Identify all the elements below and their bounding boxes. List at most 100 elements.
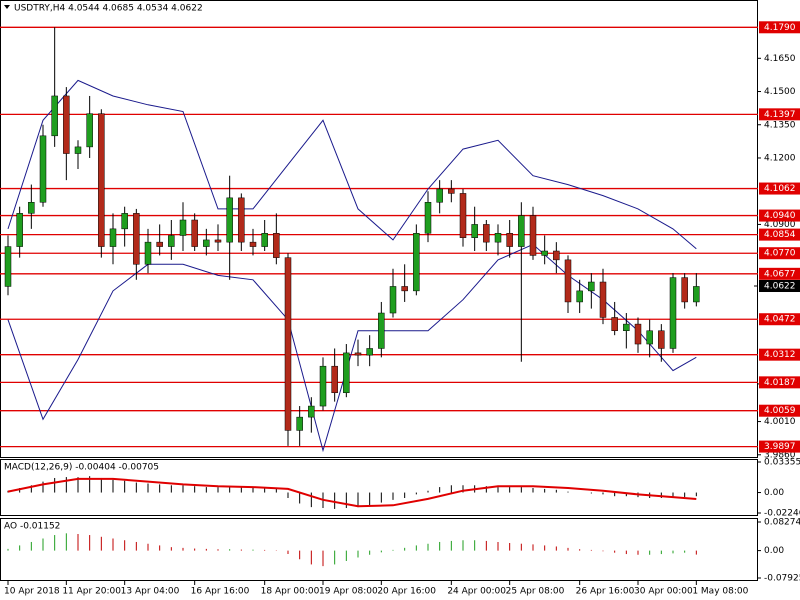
- macd-signal: [7, 477, 697, 508]
- candle-body: [459, 193, 467, 238]
- level-label: 4.0677: [764, 269, 796, 279]
- level-label: 3.9897: [764, 442, 796, 452]
- x-tick-label: 19 Apr 08:00: [319, 587, 378, 597]
- level-tag: [759, 21, 800, 34]
- candle-body: [39, 135, 47, 203]
- level-label: 4.0472: [764, 315, 796, 325]
- candle-body: [203, 239, 210, 247]
- level-tag: [759, 376, 800, 389]
- y-tick-label: -0.07925: [764, 574, 800, 584]
- y-tick-label: 4.1200: [764, 153, 796, 163]
- candle-body: [51, 95, 58, 137]
- level-label: 4.0770: [764, 249, 796, 259]
- y-tick-label: -0.02246: [764, 509, 800, 519]
- candle-body: [238, 197, 245, 243]
- candle-body: [401, 286, 408, 292]
- candle-body: [646, 330, 653, 345]
- price-panel: [0, 0, 758, 458]
- y-tick-label: 4.0900: [764, 220, 796, 230]
- bollinger-upper: [7, 79, 697, 250]
- candle-body: [133, 213, 140, 265]
- macd-title: MACD(12,26,9) -0.00404 -0.00705: [4, 463, 159, 473]
- level-tag: [759, 313, 800, 326]
- level-tag: [759, 209, 800, 222]
- level-label: 4.1397: [764, 110, 796, 120]
- candle-body: [63, 95, 70, 154]
- candle-body: [179, 219, 187, 236]
- y-tick-label: 4.1350: [764, 120, 796, 130]
- level-tag: [759, 228, 800, 241]
- candle-body: [214, 239, 222, 243]
- candle-body: [599, 281, 607, 318]
- candle-body: [378, 312, 385, 349]
- candle-body: [389, 286, 397, 314]
- y-tick-label: 0.00: [764, 488, 784, 498]
- candle-body: [576, 290, 583, 303]
- current-price-label: 4.0622: [764, 282, 796, 292]
- candle-body: [436, 188, 443, 203]
- chart-title: USDTRY,H4 4.0544 4.0685 4.0534 4.0622: [14, 4, 203, 14]
- candle-body: [448, 188, 455, 194]
- candle-body: [658, 330, 665, 349]
- level-tag: [759, 267, 800, 280]
- candle-body: [249, 241, 257, 247]
- candle-body: [693, 286, 700, 303]
- level-tag: [759, 247, 800, 260]
- candle-body: [191, 219, 198, 247]
- level-tag: [759, 440, 800, 453]
- candle-body: [284, 257, 292, 431]
- symbol-menu-icon[interactable]: [4, 5, 10, 9]
- candle-body: [506, 233, 513, 247]
- y-tick-label: 4.1500: [764, 87, 796, 97]
- x-tick-label: 20 Apr 16:00: [377, 587, 436, 597]
- candle-body: [354, 352, 362, 356]
- candle-body: [541, 250, 548, 256]
- level-label: 4.0940: [764, 211, 796, 221]
- level-tag: [759, 108, 800, 121]
- candle-body: [86, 113, 93, 148]
- x-tick-label: 25 Apr 08:00: [506, 587, 565, 597]
- candle-body: [564, 259, 572, 303]
- x-tick-label: 18 Apr 00:00: [261, 587, 320, 597]
- candle-body: [156, 241, 163, 247]
- x-tick-label: 13 Apr 04:00: [121, 587, 180, 597]
- x-tick-label: 24 Apr 00:00: [447, 587, 506, 597]
- candle-body: [109, 228, 117, 247]
- current-price-tag: [759, 280, 800, 293]
- x-tick-label: 30 Apr 00:00: [634, 587, 693, 597]
- candle-body: [261, 233, 268, 247]
- candle-body: [121, 213, 128, 230]
- ao-title: AO -0.01152: [4, 522, 60, 532]
- level-label: 4.0854: [764, 230, 796, 240]
- candle-body: [4, 246, 12, 287]
- candle-body: [623, 323, 630, 331]
- candle-body: [273, 233, 280, 258]
- candle-body: [553, 250, 560, 261]
- y-tick-label: 0.00: [764, 546, 784, 556]
- candle-body: [144, 241, 152, 265]
- candle-body: [226, 197, 233, 243]
- level-tag: [759, 348, 800, 361]
- candle-body: [366, 348, 373, 356]
- candle-body: [413, 233, 420, 292]
- candle-body: [634, 323, 642, 345]
- candle-body: [681, 277, 688, 303]
- y-tick-label: 0.08274: [764, 518, 800, 528]
- candle-body: [331, 365, 338, 394]
- candle-body: [529, 215, 537, 256]
- level-label: 4.0187: [764, 378, 796, 388]
- candle-body: [308, 405, 315, 418]
- x-tick-label: 11 Apr 20:00: [62, 587, 121, 597]
- candle-body: [518, 215, 525, 247]
- candle-body: [483, 224, 490, 243]
- candle-body: [471, 224, 478, 238]
- y-tick-label: 0.03355: [764, 458, 800, 468]
- candle-body: [588, 281, 595, 292]
- candle-body: [319, 365, 327, 407]
- x-tick-label: 10 Apr 2018: [4, 587, 60, 597]
- candle-body: [168, 235, 175, 247]
- candle-body: [296, 416, 303, 431]
- level-label: 4.0059: [764, 406, 796, 416]
